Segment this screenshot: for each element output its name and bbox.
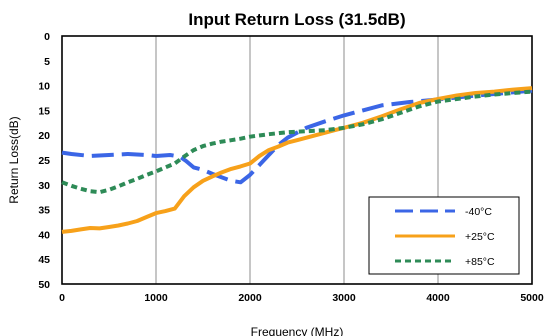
y-tick-label: 20 (38, 130, 50, 142)
y-tick-label: 35 (38, 205, 50, 217)
x-tick-label: 4000 (426, 292, 450, 304)
series-line-1 (61, 86, 533, 234)
x-tick-label: 3000 (332, 292, 356, 304)
x-tick-label: 2000 (238, 292, 262, 304)
legend: -40°C +25°C +85°C (368, 196, 520, 275)
chart-title: Input Return Loss (31.5dB) (188, 10, 405, 29)
y-tick-label: 10 (38, 81, 50, 93)
y-tick-label: 5 (44, 56, 50, 68)
y-tick-label: 0 (44, 31, 50, 43)
plot-frame (61, 35, 533, 285)
x-tick-label: 0 (59, 292, 65, 304)
y-tick-label: 45 (38, 254, 50, 266)
y-tick-label: 40 (38, 229, 50, 241)
x-axis-label: Frequency (MHz) (251, 325, 344, 336)
y-tick-label: 30 (38, 180, 50, 192)
y-tick-label: 25 (38, 155, 50, 167)
x-tick-label: 1000 (144, 292, 168, 304)
y-tick-label: 15 (38, 105, 50, 117)
legend-label-1: +25°C (465, 231, 495, 243)
x-tick-label: 5000 (520, 292, 544, 304)
series-line-0 (61, 88, 533, 185)
legend-label-0: -40°C (465, 206, 492, 218)
y-axis-label: Return Loss(dB) (7, 116, 21, 203)
legend-label-2: +85°C (465, 256, 495, 268)
y-tick-label: 50 (38, 279, 50, 291)
plot-area: 0 1000 2000 3000 4000 5000 0 5 10 15 20 25 30 35 40 45 5… (38, 31, 544, 304)
